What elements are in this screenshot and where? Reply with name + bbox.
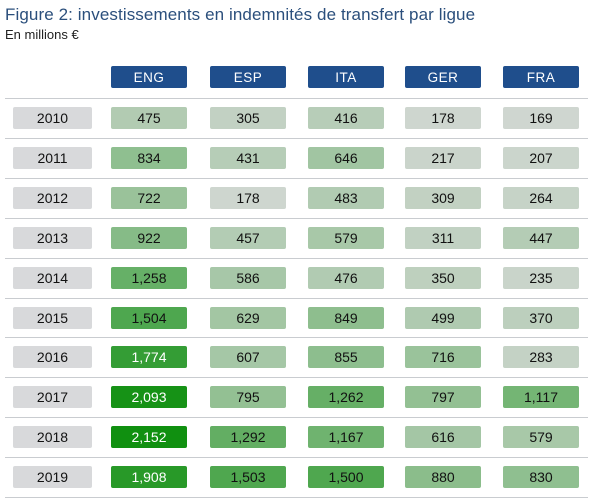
chart-title: Figure 2: investissements en indemnités … xyxy=(5,5,476,24)
row-label-2011: 2011 xyxy=(13,146,92,169)
row-divider xyxy=(5,257,588,259)
row-label-2015: 2015 xyxy=(13,306,92,329)
cell-2010-fra: 169 xyxy=(503,107,579,129)
cell-2014-fra: 235 xyxy=(503,266,579,289)
cell-2013-ita: 579 xyxy=(308,226,384,249)
row-label-2012: 2012 xyxy=(13,186,92,209)
row-divider xyxy=(5,377,588,379)
row-divider xyxy=(5,297,588,299)
row-divider xyxy=(5,457,588,459)
cell-2011-eng: 834 xyxy=(111,146,187,169)
cell-2018-ita: 1,167 xyxy=(308,426,384,449)
cell-2019-fra: 830 xyxy=(503,466,579,489)
cell-2014-ita: 476 xyxy=(308,266,384,289)
cell-2016-eng: 1,774 xyxy=(111,346,187,369)
cell-2011-fra: 207 xyxy=(503,146,579,169)
cell-2012-fra: 264 xyxy=(503,186,579,209)
row-label-2014: 2014 xyxy=(13,266,92,289)
row-label-2019: 2019 xyxy=(13,466,92,489)
cell-2013-eng: 922 xyxy=(111,226,187,249)
cell-2017-eng: 2,093 xyxy=(111,386,187,409)
cell-2010-eng: 475 xyxy=(111,107,187,129)
cell-2019-ita: 1,500 xyxy=(308,466,384,489)
cell-2011-ger: 217 xyxy=(405,146,481,169)
cell-2015-ita: 849 xyxy=(308,306,384,329)
row-label-2010: 2010 xyxy=(13,107,92,129)
cell-2019-esp: 1,503 xyxy=(210,466,286,489)
cell-2014-eng: 1,258 xyxy=(111,266,187,289)
cell-2010-ita: 416 xyxy=(308,107,384,129)
cell-2011-esp: 431 xyxy=(210,146,286,169)
cell-2018-eng: 2,152 xyxy=(111,426,187,449)
row-divider xyxy=(5,177,588,179)
row-label-2013: 2013 xyxy=(13,226,92,249)
cell-2017-ger: 797 xyxy=(405,386,481,409)
row-divider xyxy=(5,98,588,99)
cell-2016-ger: 716 xyxy=(405,346,481,369)
cell-2016-fra: 283 xyxy=(503,346,579,369)
column-header-esp: ESP xyxy=(210,66,286,88)
column-header-fra: FRA xyxy=(503,66,579,88)
cell-2010-ger: 178 xyxy=(405,107,481,129)
row-label-2016: 2016 xyxy=(13,346,92,369)
cell-2011-ita: 646 xyxy=(308,146,384,169)
cell-2018-fra: 579 xyxy=(503,426,579,449)
cell-2010-esp: 305 xyxy=(210,107,286,129)
cell-2012-ger: 309 xyxy=(405,186,481,209)
chart-subtitle: En millions € xyxy=(5,27,79,42)
cell-2016-esp: 607 xyxy=(210,346,286,369)
cell-2015-fra: 370 xyxy=(503,306,579,329)
cell-2013-ger: 311 xyxy=(405,226,481,249)
cell-2019-eng: 1,908 xyxy=(111,466,187,489)
row-divider xyxy=(5,137,588,139)
cell-2018-esp: 1,292 xyxy=(210,426,286,449)
column-header-eng: ENG xyxy=(111,66,187,88)
cell-2017-esp: 795 xyxy=(210,386,286,409)
cell-2015-ger: 499 xyxy=(405,306,481,329)
row-label-2017: 2017 xyxy=(13,386,92,409)
cell-2012-esp: 178 xyxy=(210,186,286,209)
cell-2018-ger: 616 xyxy=(405,426,481,449)
cell-2014-ger: 350 xyxy=(405,266,481,289)
cell-2016-ita: 855 xyxy=(308,346,384,369)
cell-2015-esp: 629 xyxy=(210,306,286,329)
column-header-ger: GER xyxy=(405,66,481,88)
row-divider xyxy=(5,217,588,219)
cell-2014-esp: 586 xyxy=(210,266,286,289)
cell-2015-eng: 1,504 xyxy=(111,306,187,329)
cell-2017-ita: 1,262 xyxy=(308,386,384,409)
cell-2012-eng: 722 xyxy=(111,186,187,209)
cell-2019-ger: 880 xyxy=(405,466,481,489)
cell-2013-esp: 457 xyxy=(210,226,286,249)
column-header-ita: ITA xyxy=(308,66,384,88)
cell-2012-ita: 483 xyxy=(308,186,384,209)
row-divider xyxy=(5,417,588,419)
cell-2017-fra: 1,117 xyxy=(503,386,579,409)
row-divider xyxy=(5,337,588,339)
cell-2013-fra: 447 xyxy=(503,226,579,249)
row-label-2018: 2018 xyxy=(13,426,92,449)
